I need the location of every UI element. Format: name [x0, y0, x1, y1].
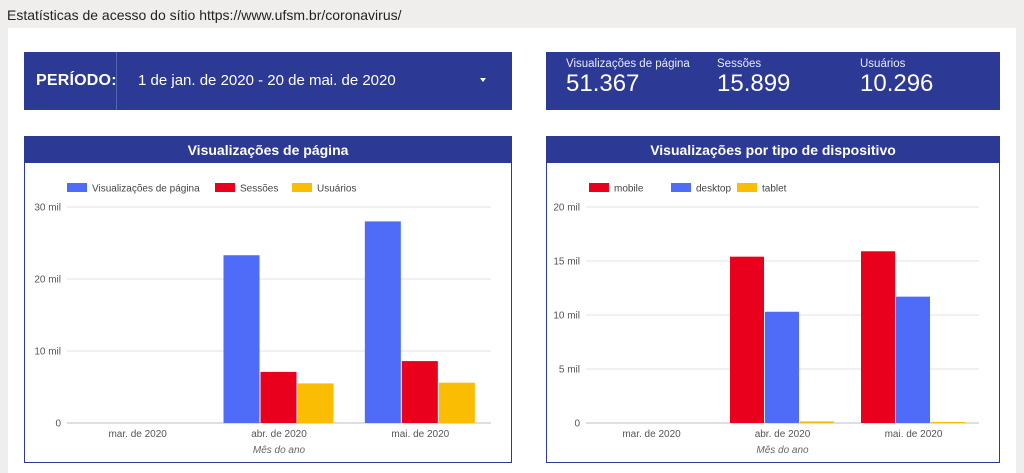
x-axis-title: Mês do ano: [756, 445, 809, 456]
legend-swatch: [671, 183, 691, 192]
pageviews-chart-panel: Visualizações de página Visualizações de…: [24, 136, 512, 463]
page-title: Estatísticas de acesso do sítio https://…: [7, 7, 402, 23]
period-value[interactable]: 1 de jan. de 2020 - 20 de mai. de 2020: [138, 72, 396, 89]
legend-swatch: [292, 183, 312, 192]
y-tick-label: 5 mil: [559, 365, 580, 376]
bar-usuários: [438, 382, 475, 423]
bar-desktop: [765, 311, 799, 423]
legend-swatch: [67, 183, 87, 192]
legend-label: Visualizações de página: [92, 184, 200, 195]
bar-mobile: [730, 256, 764, 423]
bar-sessões: [260, 371, 297, 423]
device-bar-chart: mobile desktop tablet 0 5 mil 10 mil 15 mil 20 …: [553, 183, 979, 456]
kpi-label: Sessões: [717, 58, 762, 70]
period-selector[interactable]: PERÍODO: 1 de jan. de 2020 - 20 de mai. …: [24, 52, 512, 110]
legend-label: Usuários: [317, 184, 356, 195]
bar-visualizações-de-página: [364, 221, 401, 423]
bar-visualizações-de-página: [223, 255, 260, 423]
bar-tablet: [800, 421, 834, 423]
y-tick-label: 15 mil: [553, 257, 580, 268]
x-tick-label: abr. de 2020: [251, 429, 307, 440]
legend-swatch: [589, 183, 609, 192]
y-tick-label: 10 mil: [34, 347, 61, 358]
x-tick-label: mai. de 2020: [885, 429, 943, 440]
chart-title: Visualizações por tipo de dispositivo: [547, 137, 999, 163]
y-tick-label: 30 mil: [34, 203, 61, 214]
chart-title: Visualizações de página: [25, 137, 511, 163]
y-tick-label: 20 mil: [34, 275, 61, 286]
x-tick-label: mai. de 2020: [391, 429, 449, 440]
legend-label: desktop: [696, 184, 731, 195]
kpi-users: Usuários 10.296: [860, 58, 933, 97]
y-tick-label: 0: [574, 419, 580, 430]
bar-desktop: [896, 296, 930, 423]
kpi-value: 51.367: [566, 70, 640, 97]
kpi-scorecards: Visualizações de página 51.367 Sessões 1…: [546, 52, 1000, 110]
bar-tablet: [931, 421, 965, 423]
legend-label: mobile: [614, 184, 644, 195]
kpi-sessions: Sessões 15.899: [717, 58, 790, 97]
y-tick-label: 0: [55, 419, 61, 430]
x-tick-label: mar. de 2020: [108, 429, 167, 440]
period-label: PERÍODO:: [36, 72, 117, 89]
caret-down-icon[interactable]: [480, 78, 486, 82]
bar-usuários: [297, 383, 334, 423]
period-divider: [116, 52, 117, 110]
bar-mobile: [861, 251, 895, 423]
pageviews-bar-chart: Visualizações de página Sessões Usuários 0 1…: [34, 183, 491, 456]
x-tick-label: mar. de 2020: [622, 429, 681, 440]
legend-label: Sessões: [240, 184, 278, 195]
legend-swatch: [737, 183, 757, 192]
x-tick-label: abr. de 2020: [755, 429, 811, 440]
legend-label: tablet: [762, 184, 787, 195]
y-tick-label: 20 mil: [553, 203, 580, 214]
device-chart-panel: Visualizações por tipo de dispositivo mo…: [546, 136, 1000, 463]
x-axis-title: Mês do ano: [253, 445, 306, 456]
kpi-label: Usuários: [860, 58, 906, 70]
kpi-label: Visualizações de página: [566, 58, 690, 70]
kpi-pageviews: Visualizações de página 51.367: [566, 58, 690, 97]
y-tick-label: 10 mil: [553, 311, 580, 322]
kpi-value: 15.899: [717, 70, 791, 97]
legend-swatch: [215, 183, 235, 192]
kpi-value: 10.296: [860, 70, 934, 97]
bar-sessões: [401, 361, 438, 423]
